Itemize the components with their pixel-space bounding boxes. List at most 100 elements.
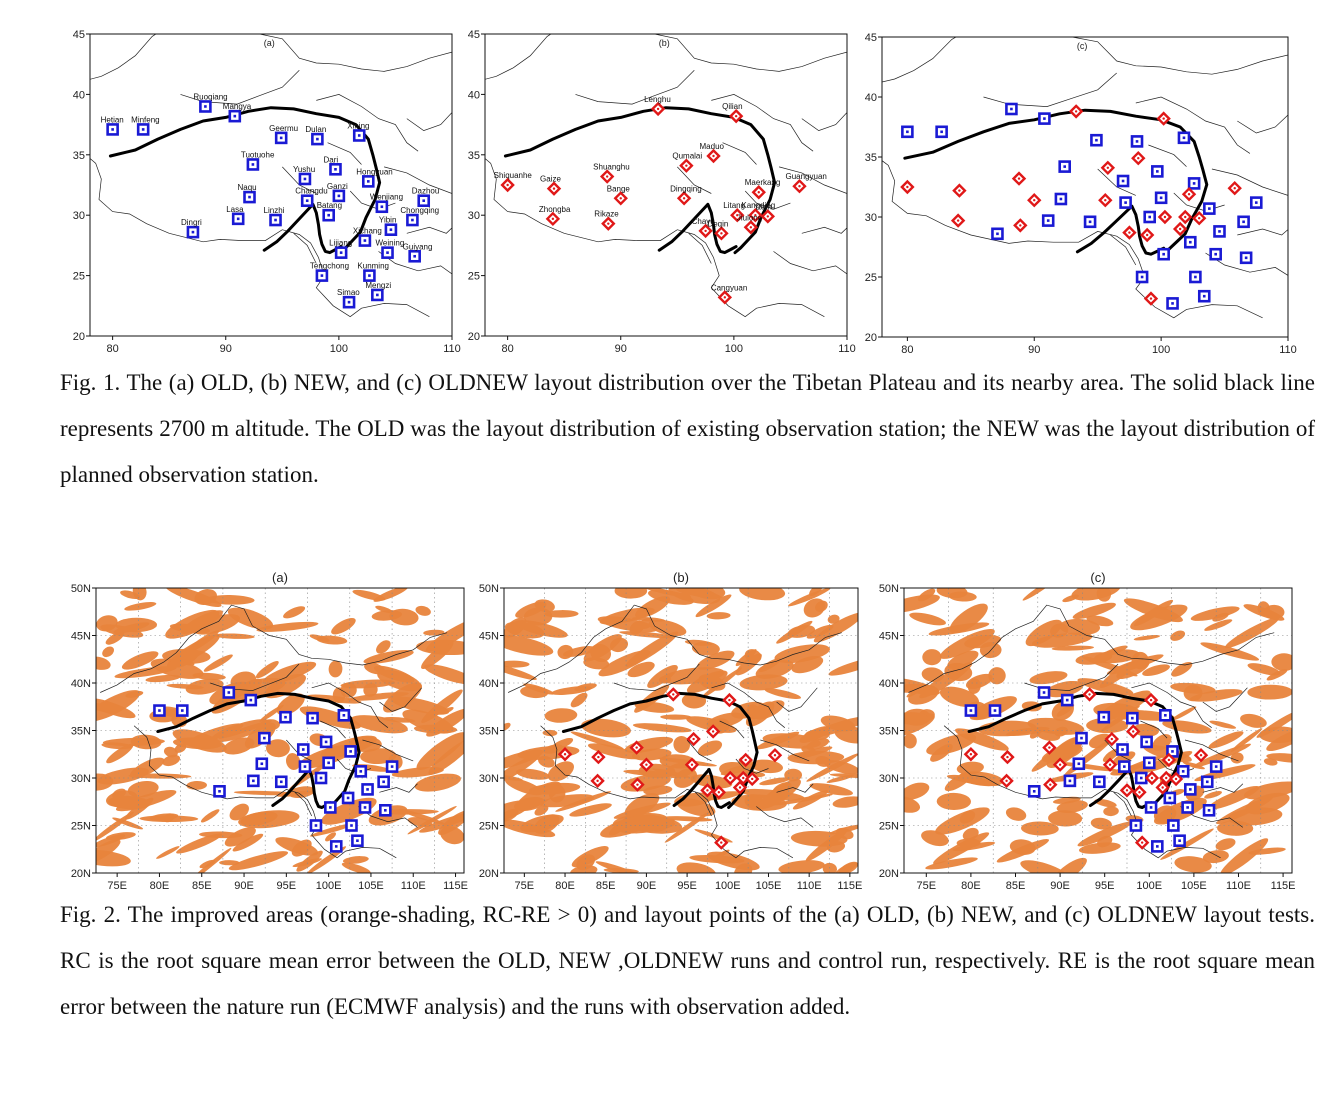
- x-tick-label: 100: [330, 343, 348, 355]
- old-station-dot: [303, 765, 307, 768]
- panel-tag: (c): [1090, 570, 1105, 585]
- contour-2700m-inner: [271, 768, 332, 809]
- improved-area: [1048, 810, 1083, 827]
- improved-area: [1102, 748, 1120, 763]
- contour-2700m: [503, 106, 777, 255]
- improved-area: [614, 588, 648, 599]
- improved-area: [909, 612, 947, 626]
- improved-area: [1230, 752, 1244, 764]
- improved-area: [376, 640, 391, 654]
- old-station-dot: [204, 105, 207, 108]
- old-station-dot: [1032, 790, 1036, 793]
- old-station-dot: [411, 218, 414, 222]
- new-station-dot: [720, 841, 723, 844]
- improved-area: [1133, 599, 1174, 627]
- improved-area: [332, 687, 346, 704]
- x-tick-label: 100E: [316, 880, 342, 892]
- improved-area: [264, 673, 306, 699]
- x-tick-label: 95E: [677, 880, 697, 892]
- new-station-dot: [906, 185, 909, 189]
- x-tick-label: 95E: [277, 880, 297, 892]
- improved-area: [347, 692, 409, 701]
- border-line: [882, 160, 1263, 319]
- improved-area: [371, 610, 402, 621]
- improved-area: [1271, 653, 1292, 671]
- improved-area: [255, 661, 279, 679]
- new-station-dot: [506, 183, 509, 187]
- improved-area: [342, 856, 369, 864]
- old-station-dot: [969, 709, 973, 712]
- new-station-dot: [607, 222, 610, 225]
- improved-area: [948, 591, 977, 602]
- y-tick-label: 45: [73, 29, 85, 41]
- contour-2700m: [561, 691, 759, 809]
- improved-area: [1029, 728, 1042, 739]
- new-station-dot: [1145, 233, 1149, 237]
- border-line: [1205, 252, 1288, 276]
- x-tick-label: 115E: [443, 880, 468, 892]
- improved-area: [1022, 588, 1057, 601]
- border-line: [801, 226, 847, 234]
- fig2-panel-a: 75E 80E 85E 90E 95E 100E 105E 110E 115E 20N 25N 30N…: [60, 566, 475, 892]
- improved-area: [1171, 662, 1193, 677]
- x-tick-label: 90E: [234, 880, 254, 892]
- old-station-dot: [1189, 788, 1192, 791]
- station-label: Guangyuan: [785, 172, 826, 181]
- old-station-dot: [993, 709, 997, 712]
- new-station-dot: [723, 296, 727, 299]
- new-station-dot: [969, 753, 973, 756]
- improved-area: [544, 610, 579, 618]
- border-line: [686, 739, 712, 762]
- improved-area: [739, 674, 788, 691]
- old-station-dot: [1065, 698, 1069, 702]
- improved-area: [364, 662, 385, 675]
- improved-area: [676, 862, 717, 873]
- improved-area: [822, 862, 838, 873]
- old-station-dot: [413, 254, 416, 258]
- improved-area: [813, 612, 858, 643]
- improved-area: [754, 700, 785, 720]
- y-tick-label: 45N: [71, 631, 91, 643]
- improved-area: [328, 660, 343, 678]
- improved-area: [1031, 632, 1093, 648]
- old-station-dot: [227, 691, 231, 694]
- station-label: Simao: [337, 288, 360, 297]
- x-tick-label: 75E: [107, 880, 127, 892]
- fig1-panel-a: Hetian Minfeng Ruoqiang Mangya Geermu Dulan Xi…: [60, 28, 461, 358]
- old-station-dot: [334, 167, 337, 171]
- improved-area: [520, 685, 549, 699]
- improved-area: [949, 603, 988, 634]
- old-station-dot: [1121, 179, 1125, 183]
- improved-area: [603, 868, 639, 873]
- map-layer: [882, 37, 1288, 319]
- old-station-dot: [1010, 107, 1013, 111]
- old-station-dot: [314, 824, 318, 827]
- improved-area: [660, 714, 692, 720]
- old-station-dot: [363, 806, 367, 809]
- improved-area: [1020, 821, 1059, 836]
- improved-area: [691, 641, 720, 656]
- old-station-dot: [263, 736, 266, 740]
- improved-area: [102, 646, 114, 658]
- panel-tag: (a): [272, 570, 288, 585]
- new-station-dot: [1005, 779, 1008, 783]
- new-station-dot: [704, 229, 707, 233]
- improved-area: [1200, 642, 1260, 661]
- improved-area: [227, 607, 274, 630]
- figure2-caption: Fig. 2. The improved areas (orange-shadi…: [60, 902, 1315, 1019]
- old-station-dot: [329, 806, 332, 809]
- improved-area: [1052, 796, 1081, 804]
- fig2-map-a: 75E 80E 85E 90E 95E 100E 105E 110E 115E 20N 25N 30N…: [71, 570, 468, 892]
- old-station-dot: [389, 228, 393, 231]
- border-line: [1140, 720, 1168, 739]
- new-station-dot: [1178, 227, 1182, 231]
- improved-area: [425, 617, 464, 652]
- improved-area: [325, 832, 336, 842]
- improved-area: [1220, 838, 1269, 873]
- border-line: [1184, 739, 1239, 762]
- improved-area: [194, 589, 217, 606]
- old-station-dot: [251, 163, 255, 166]
- x-tick-label: 85E: [1006, 880, 1026, 892]
- new-station-dot: [766, 215, 770, 218]
- improved-area: [764, 688, 802, 699]
